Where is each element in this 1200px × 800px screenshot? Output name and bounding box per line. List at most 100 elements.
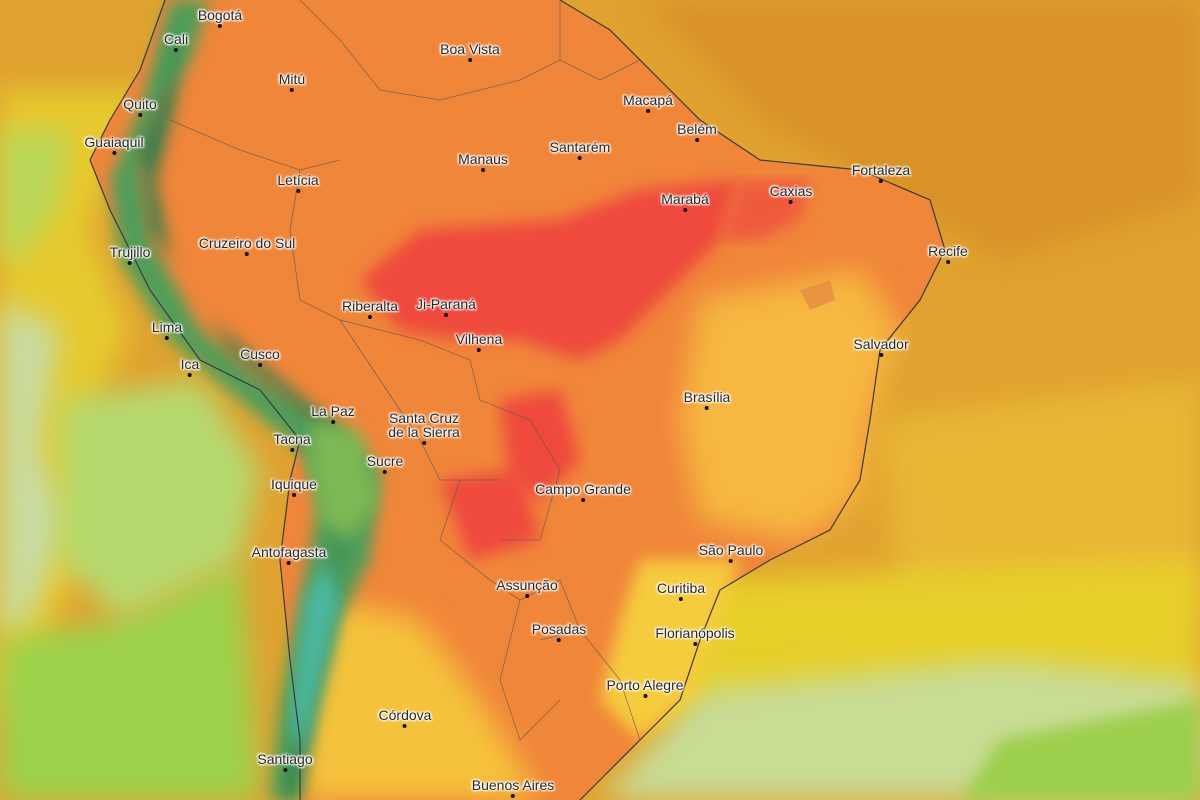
land-yellow-se [600,560,740,740]
city-label-iquique[interactable]: Iquique [271,477,317,497]
city-name: La Paz [311,403,355,419]
city-marker [292,493,296,497]
city-name: Macapá [623,92,673,108]
city-label-santarem[interactable]: Santarém [550,140,610,160]
city-label-campo-grande[interactable]: Campo Grande [535,481,631,502]
city-label-riberalta[interactable]: Riberalta [342,299,398,319]
city-label-manaus[interactable]: Manaus [458,151,508,172]
city-marker [581,498,585,502]
city-name: Florianópolis [655,625,735,641]
city-name: Trujillo [109,244,151,260]
city-marker [382,470,387,474]
city-label-belem[interactable]: Belém [677,122,717,142]
city-marker [331,420,335,424]
city-label-assuncao[interactable]: Assunção [496,578,558,598]
city-name: Buenos Aires [471,777,555,793]
city-label-porto-alegre[interactable]: Porto Alegre [606,677,684,698]
city-label-santiago[interactable]: Santiago [257,751,313,772]
city-name: Cali [163,31,189,47]
city-marker [643,694,647,698]
city-marker [368,315,372,319]
city-marker [289,448,294,452]
city-name: Manaus [458,151,508,167]
city-label-macapa[interactable]: Macapá [623,92,673,113]
city-label-leticia[interactable]: Letícia [277,173,319,193]
city-label-curitiba[interactable]: Curitiba [657,581,705,601]
city-label-buenos-aires[interactable]: Buenos Aires [471,777,555,798]
city-marker [946,260,950,264]
pacific-green-pale [0,300,70,640]
city-label-brasilia[interactable]: Brasília [684,390,730,410]
city-marker [476,348,481,352]
city-name: Vilhena [455,331,503,347]
city-name: Cusco [240,346,280,362]
city-marker [164,336,169,340]
lake [800,280,835,310]
city-marker [556,638,561,642]
city-label-guaiaquil[interactable]: Guaiaquil [84,134,144,155]
city-name: Guaiaquil [84,134,144,150]
city-label-sao-paulo[interactable]: São Paulo [699,543,763,563]
andes-teal [290,560,340,760]
city-name: Lima [151,319,183,335]
city-name: Córdova [378,707,432,723]
city-marker [646,109,650,113]
city-label-la-paz[interactable]: La Paz [311,403,355,424]
city-name: Caxias [769,183,813,199]
city-marker [679,597,683,601]
city-label-posadas[interactable]: Posadas [532,622,586,642]
city-label-fortaleza[interactable]: Fortaleza [851,162,911,183]
city-label-sucre[interactable]: Sucre [367,454,403,474]
city-name: Antofagasta [251,544,327,560]
city-marker [878,353,883,357]
city-label-ji-parana[interactable]: Ji-Paraná [416,296,476,317]
city-label-vilhena[interactable]: Vilhena [455,331,503,352]
city-label-bogota[interactable]: Bogotá [198,8,242,28]
city-marker [174,48,178,52]
city-label-cali[interactable]: Cali [163,31,189,52]
city-name: Ica [180,356,200,372]
city-label-florianopolis[interactable]: Florianópolis [655,625,735,646]
city-label-recife[interactable]: Recife [928,244,968,264]
city-marker [188,373,192,377]
city-marker [695,138,699,142]
city-label-caxias[interactable]: Caxias [769,183,813,204]
city-label-quito[interactable]: Quito [123,97,157,117]
city-label-ica[interactable]: Ica [180,356,200,377]
city-name: Santa Cruz de la Sierra [388,410,460,440]
city-marker [245,252,249,256]
city-label-cruzeiro-do-sul[interactable]: Cruzeiro do Sul [199,236,295,256]
city-name: Santiago [257,751,313,767]
city-label-cordova[interactable]: Córdova [378,707,432,728]
city-name: Marabá [661,191,709,207]
city-name: Salvador [853,336,909,352]
city-marker [511,794,515,798]
city-label-antofagasta[interactable]: Antofagasta [251,544,327,565]
hot-core-chaco [440,470,540,560]
city-label-mitu[interactable]: Mitú [279,72,305,92]
city-marker [402,724,407,728]
city-name: Porto Alegre [606,677,684,693]
city-marker [683,208,687,212]
atlantic-warm [880,380,1200,620]
city-marker [705,406,709,410]
city-label-salvador[interactable]: Salvador [853,336,909,357]
city-name: Ji-Paraná [416,296,476,312]
city-label-tacna[interactable]: Tacna [273,432,311,452]
city-marker [577,156,582,160]
city-name: Boa Vista [440,41,500,57]
city-marker [481,168,485,172]
pacific-lightgreen [0,130,70,260]
city-label-lima[interactable]: Lima [151,319,183,340]
city-name: Fortaleza [851,162,911,178]
city-marker [138,113,142,117]
land-yellow-east [680,270,900,540]
city-label-boa-vista[interactable]: Boa Vista [440,41,500,62]
city-label-santa-cruz[interactable]: Santa Cruz de la Sierra [388,410,460,445]
city-label-cusco[interactable]: Cusco [240,346,280,367]
pacific-green-south [0,560,260,800]
city-label-maraba[interactable]: Marabá [661,191,709,212]
city-label-trujillo[interactable]: Trujillo [109,244,151,265]
city-name: Campo Grande [535,481,631,497]
